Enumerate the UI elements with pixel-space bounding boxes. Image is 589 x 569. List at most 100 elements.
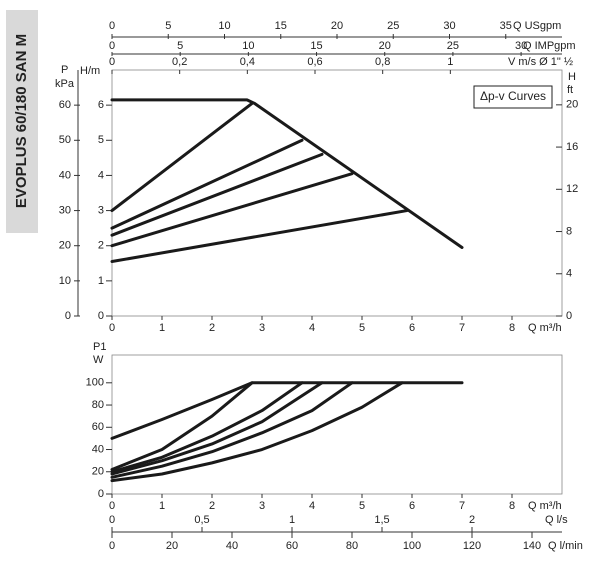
tick-label: 60 <box>59 99 71 111</box>
tick-label: 20 <box>379 40 391 52</box>
curve <box>110 172 354 248</box>
axis-title: Q m³/h <box>528 500 562 512</box>
tick-label: 1 <box>447 56 453 68</box>
tick-label: 25 <box>447 40 459 52</box>
curve <box>110 381 404 483</box>
tick-label: 0,2 <box>172 56 187 68</box>
tick-label: 0 <box>98 488 104 500</box>
tick-label: 2 <box>209 500 215 512</box>
tick-label: 0 <box>109 56 115 68</box>
tick-label: 0 <box>109 514 115 526</box>
tick-label: 0 <box>566 310 572 322</box>
tick-label: 16 <box>566 141 578 153</box>
tick-label: 40 <box>59 169 71 181</box>
tick-label: 6 <box>409 500 415 512</box>
plot-frame <box>111 69 563 317</box>
axis-title: ft <box>567 84 573 96</box>
tick-label: 6 <box>98 99 104 111</box>
tick-label: 120 <box>463 540 481 552</box>
axis-title: H/m <box>80 65 100 77</box>
tick-label: 40 <box>226 540 238 552</box>
tick-label: 2 <box>98 240 104 252</box>
tick-label: 7 <box>459 322 465 334</box>
tick-label: 100 <box>403 540 421 552</box>
tick-label: 5 <box>177 40 183 52</box>
tick-label: 30 <box>515 40 527 52</box>
tick-label: 0 <box>65 310 71 322</box>
tick-label: 20 <box>566 99 578 111</box>
plot-frame <box>111 354 563 495</box>
tick-label: 5 <box>98 134 104 146</box>
axis-title: W <box>93 354 104 366</box>
axis-title: Q m³/h <box>528 322 562 334</box>
tick-label: 25 <box>387 20 399 32</box>
tick-label: 12 <box>566 183 578 195</box>
curve <box>110 381 324 476</box>
tick-label: 2 <box>209 322 215 334</box>
tick-label: 3 <box>259 500 265 512</box>
tick-label: 4 <box>98 169 104 181</box>
tick-label: 0 <box>109 322 115 334</box>
tick-label: 20 <box>59 240 71 252</box>
tick-label: 40 <box>92 443 104 455</box>
tick-label: 0 <box>109 500 115 512</box>
tick-label: 5 <box>165 20 171 32</box>
axis-title: Q l/min <box>548 540 583 552</box>
axis-title: kPa <box>55 78 75 90</box>
curve <box>110 98 464 249</box>
tick-label: 0 <box>109 540 115 552</box>
tick-label: 5 <box>359 322 365 334</box>
curve <box>110 138 304 230</box>
tick-label: 7 <box>459 500 465 512</box>
side-tab <box>6 10 38 233</box>
curve <box>110 381 464 440</box>
tick-label: 8 <box>566 225 572 237</box>
curve <box>110 381 254 472</box>
tick-label: 2 <box>469 514 475 526</box>
tick-label: 1,5 <box>374 514 389 526</box>
tick-label: 5 <box>359 500 365 512</box>
axis-title: H <box>568 71 576 83</box>
tick-label: 20 <box>166 540 178 552</box>
tick-label: 0,5 <box>194 514 209 526</box>
tick-label: 0,8 <box>375 56 390 68</box>
tick-label: 1 <box>98 275 104 287</box>
curve <box>110 381 354 479</box>
axis-title: P <box>61 64 68 76</box>
tick-label: 1 <box>289 514 295 526</box>
tick-label: 0,6 <box>307 56 322 68</box>
tick-label: 80 <box>92 399 104 411</box>
axis-title: Q USgpm <box>513 20 561 32</box>
axis-title: V m/s Ø 1" ½ <box>508 56 573 68</box>
tick-label: 1 <box>159 500 165 512</box>
tick-label: 10 <box>59 275 71 287</box>
side-label: EVOPLUS 60/180 SAN M <box>13 34 30 208</box>
tick-label: 1 <box>159 322 165 334</box>
axis-title: Q l/s <box>545 514 568 526</box>
tick-label: 10 <box>218 20 230 32</box>
tick-label: 6 <box>409 322 415 334</box>
tick-label: 3 <box>259 322 265 334</box>
tick-label: 4 <box>309 500 315 512</box>
annotation: Δp-v Curves <box>480 89 546 103</box>
tick-label: 35 <box>500 20 512 32</box>
tick-label: 0 <box>98 310 104 322</box>
tick-label: 140 <box>523 540 541 552</box>
tick-label: 4 <box>566 268 572 280</box>
tick-label: 20 <box>92 466 104 478</box>
tick-label: 8 <box>509 500 515 512</box>
tick-label: 100 <box>86 377 104 389</box>
tick-label: 0 <box>109 40 115 52</box>
tick-label: 50 <box>59 134 71 146</box>
tick-label: 80 <box>346 540 358 552</box>
axis-title: Q IMPgpm <box>523 40 576 52</box>
tick-label: 15 <box>275 20 287 32</box>
tick-label: 8 <box>509 322 515 334</box>
tick-label: 4 <box>309 322 315 334</box>
tick-label: 15 <box>310 40 322 52</box>
axis-title: P1 <box>93 341 106 353</box>
tick-label: 0 <box>109 20 115 32</box>
tick-label: 3 <box>98 204 104 216</box>
tick-label: 20 <box>331 20 343 32</box>
